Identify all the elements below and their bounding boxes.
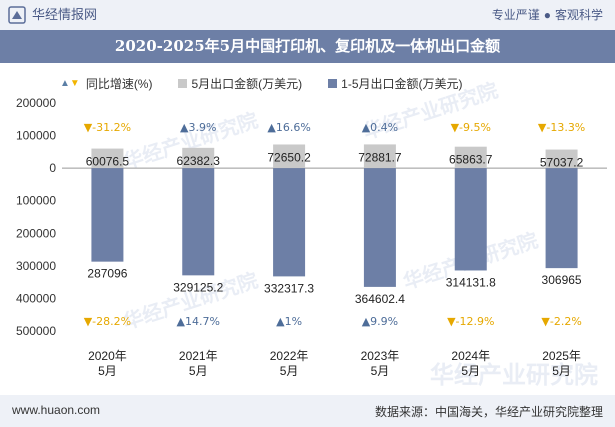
- growth-up-ytd: ▲1%: [276, 315, 302, 328]
- data-source: 数据来源：中国海关，华经产业研究院整理: [374, 405, 603, 419]
- y-tick-label: 100000: [16, 129, 56, 143]
- data-label-ytd: 287096: [87, 267, 127, 281]
- bar-may: [363, 144, 396, 169]
- bar-ytd: [182, 168, 215, 276]
- legend-series2-label: 1-5月出口金额(万美元): [341, 76, 463, 91]
- data-label-may: 57037.2: [540, 156, 584, 170]
- bar-may: [182, 147, 215, 169]
- legend-swatch-ytd: [328, 78, 338, 88]
- x-tick-label: 5月: [552, 364, 571, 378]
- data-label-may: 72881.7: [358, 150, 402, 164]
- growth-down-ytd: ▼-12.9%: [447, 315, 494, 328]
- x-tick-label: 2022年: [270, 349, 309, 363]
- y-tick-label: 100000: [16, 194, 56, 208]
- chart-title: 2020-2025年5月中国打印机、复印机及一体机出口金额: [114, 37, 501, 55]
- title-bar: 2020-2025年5月中国打印机、复印机及一体机出口金额: [0, 30, 615, 63]
- tagline-separator: ●: [543, 8, 551, 22]
- growth-up-ytd: ▲14.7%: [177, 315, 220, 328]
- triangle-up-icon: ▲: [60, 77, 70, 89]
- x-tick-label: 2023年: [361, 349, 400, 363]
- website-url: www.huaon.com: [12, 403, 101, 417]
- bar-ytd: [545, 168, 578, 269]
- data-label-may: 62382.3: [177, 154, 221, 168]
- bar-may: [91, 148, 124, 169]
- top-bar: 华经情报网 专业严谨 ● 客观科学: [0, 0, 615, 30]
- y-tick-label: 300000: [16, 259, 56, 273]
- bar-ytd: [273, 168, 306, 277]
- bar-ytd: [91, 168, 124, 262]
- tagline: 专业严谨 ● 客观科学: [492, 7, 603, 23]
- growth-up-may: ▲3.9%: [180, 121, 216, 134]
- growth-down-ytd: ▼-2.2%: [541, 315, 581, 328]
- growth-down-ytd: ▼-28.2%: [84, 315, 131, 328]
- bar-ytd: [363, 168, 396, 287]
- watermark: 华经产业研究院: [430, 362, 598, 389]
- y-tick-label: 500000: [16, 324, 56, 338]
- growth-down-may: ▼-31.2%: [84, 121, 131, 134]
- x-tick-label: 5月: [98, 364, 117, 378]
- growth-up-ytd: ▲9.9%: [362, 315, 398, 328]
- data-label-may: 72650.2: [267, 150, 311, 164]
- data-label-ytd: 364602.4: [355, 292, 405, 306]
- bar-may: [454, 146, 487, 169]
- x-tick-label: 5月: [461, 364, 480, 378]
- legend-swatch-may: [178, 78, 188, 88]
- x-tick-label: 5月: [371, 364, 390, 378]
- data-label-ytd: 306965: [542, 273, 582, 287]
- growth-up-may: ▲16.6%: [267, 121, 310, 134]
- y-tick-label: 400000: [16, 291, 56, 305]
- legend-series2: 1-5月出口金额(万美元): [328, 75, 463, 92]
- y-tick-label: 200000: [16, 96, 56, 110]
- footer: www.huaon.com 数据来源：中国海关，华经产业研究院整理: [0, 395, 615, 427]
- growth-down-may: ▼-9.5%: [451, 121, 491, 134]
- bar-ytd: [454, 168, 487, 271]
- data-label-ytd: 314131.8: [446, 275, 496, 289]
- growth-down-may: ▼-13.3%: [538, 121, 585, 134]
- legend-series1-label: 5月出口金额(万美元): [191, 76, 303, 91]
- site-name: 华经情报网: [32, 7, 98, 22]
- x-tick-label: 2024年: [451, 349, 490, 363]
- x-tick-label: 5月: [189, 364, 208, 378]
- tagline-left: 专业严谨: [491, 8, 540, 22]
- x-tick-label: 2020年: [88, 349, 127, 363]
- legend-series1: 5月出口金额(万美元): [178, 75, 302, 92]
- growth-up-may: ▲0.4%: [362, 121, 398, 134]
- triangle-down-icon: ▼: [69, 77, 80, 89]
- y-tick-label: 0: [49, 161, 56, 175]
- x-tick-label: 2025年: [542, 349, 581, 363]
- bar-may: [545, 149, 578, 169]
- logo: 华经情报网: [8, 6, 97, 24]
- x-tick-label: 2021年: [179, 349, 218, 363]
- legend: ▲ ▼ 同比增速(%) 5月出口金额(万美元) 1-5月出口金额(万美元): [60, 74, 489, 92]
- data-label-may: 60076.5: [86, 155, 130, 169]
- tagline-right: 客观科学: [554, 8, 603, 22]
- y-tick-label: 200000: [16, 226, 56, 240]
- bar-may: [273, 144, 306, 169]
- legend-growth: ▲ ▼ 同比增速(%): [60, 75, 152, 92]
- x-tick-label: 5月: [280, 364, 299, 378]
- data-label-ytd: 329125.2: [173, 280, 223, 294]
- logo-icon: [8, 6, 26, 24]
- data-label-may: 65863.7: [449, 153, 493, 167]
- data-label-ytd: 332317.3: [264, 281, 314, 295]
- legend-growth-label: 同比增速(%): [85, 76, 153, 91]
